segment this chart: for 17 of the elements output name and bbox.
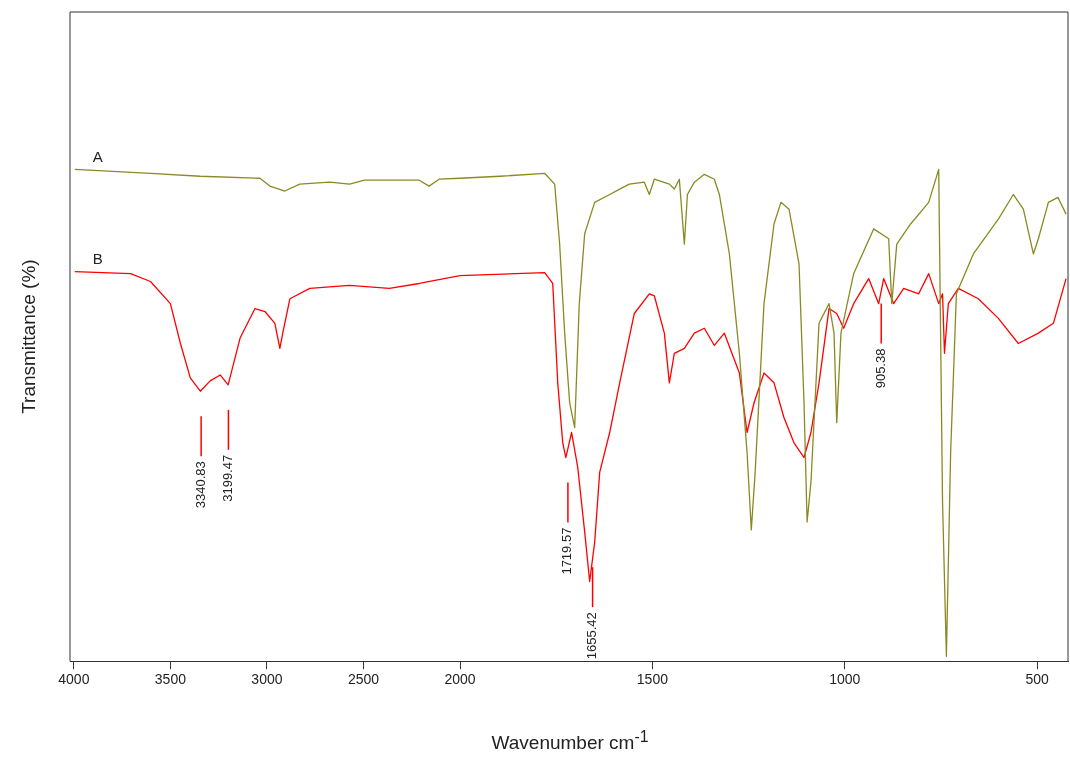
- x-tick-label: 2000: [444, 671, 476, 688]
- x-tick-label: 3000: [251, 671, 283, 688]
- x-tick-label: 1000: [829, 671, 861, 688]
- x-tick-label: 500: [1025, 671, 1050, 688]
- series-label: A: [92, 148, 103, 166]
- x-tick-label: 4000: [58, 671, 90, 688]
- x-axis-title: Wavenumber cm$^{-1}$: [490, 728, 650, 755]
- x-tick-label: 2500: [347, 671, 380, 688]
- annotation: 3199.47: [220, 454, 235, 502]
- x-tick-label: 3500: [154, 671, 187, 688]
- y-axis-title: Transmittance (%): [18, 259, 40, 414]
- annotation: 3340.83: [192, 461, 208, 509]
- annotation: 1655.42: [584, 612, 600, 660]
- annotation: 905.38: [872, 348, 888, 389]
- series-label: B: [92, 250, 103, 268]
- x-tick-label: 1500: [636, 671, 669, 688]
- annotation: 1719.57: [559, 527, 575, 575]
